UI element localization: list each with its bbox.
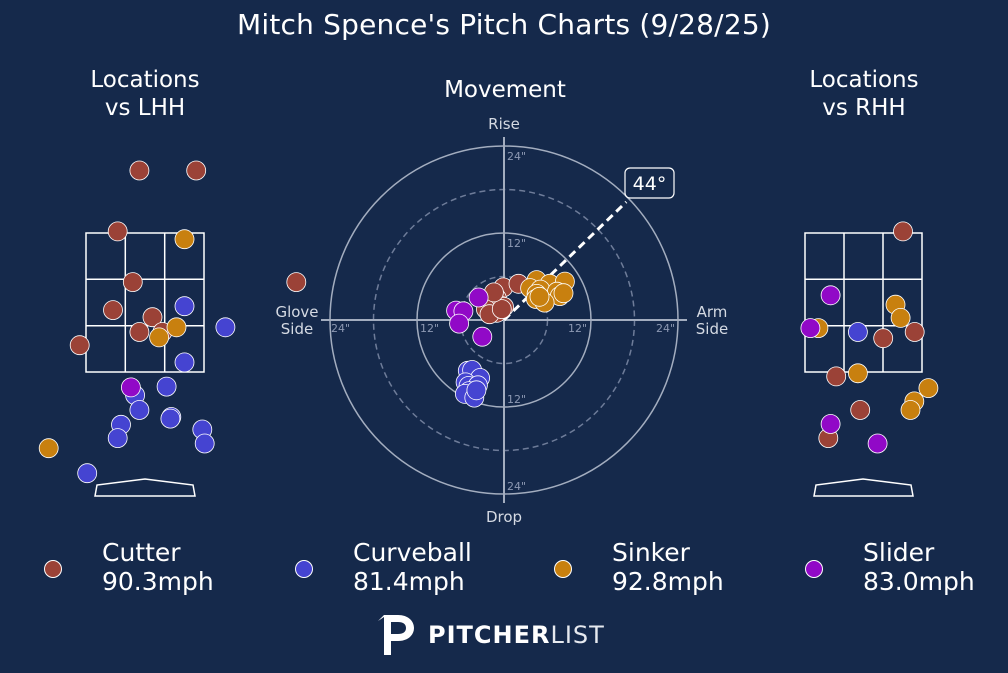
lhh-title-line1: Locations [90, 67, 200, 93]
pitcherlist-logo: PITCHERLIST [376, 613, 636, 657]
lhh-point-curveball-0 [174, 296, 195, 317]
lhh-point-curveball-7 [160, 408, 181, 429]
axis-label-glove: Glove [275, 303, 318, 321]
ring-label-left-24: 24" [331, 322, 350, 335]
movement-panel-title: Movement [444, 77, 566, 103]
pitcherlist-logo-wordmark: PITCHERLIST [428, 621, 605, 649]
movement-point-slider-0 [468, 287, 489, 308]
ring-label-bottom-12: 12" [507, 393, 526, 406]
pitch-points [38, 160, 939, 484]
rhh-point-sinker-4 [918, 378, 939, 399]
axis-label-glove-side: Side [281, 320, 313, 338]
rhh-point-sinker-3 [848, 363, 868, 384]
rhh-point-sinker-1 [890, 307, 911, 328]
lhh-point-cutter-0 [129, 160, 150, 181]
rhh-point-cutter-3 [826, 366, 847, 387]
legend-text-slider: Slider 83.0mph [863, 538, 975, 596]
rhh-point-cutter-1 [904, 322, 925, 342]
rhh-point-cutter-4 [850, 400, 871, 420]
lhh-point-slider-0 [120, 377, 141, 398]
lhh-title-line2: vs LHH [104, 95, 186, 121]
ring-label-right-12: 12" [568, 322, 587, 335]
rhh-point-cutter-2 [873, 328, 894, 349]
rhh-point-slider-2 [820, 414, 841, 434]
rhh-point-curveball-0 [848, 322, 868, 342]
legend-dot-cutter [44, 560, 62, 578]
lhh-point-curveball-11 [194, 433, 215, 454]
rhh-point-slider-0 [820, 285, 841, 306]
rhh-point-sinker-6 [900, 400, 921, 420]
legend-dot-sinker [554, 560, 572, 578]
lhh-point-curveball-12 [77, 463, 98, 484]
legend-text-cutter: Cutter 90.3mph [102, 538, 214, 596]
legend-text-curveball: Curveball 81.4mph [353, 538, 472, 596]
lhh-point-cutter-5 [103, 300, 123, 321]
chart-title: Mitch Spence's Pitch Charts (9/28/25) [237, 8, 771, 41]
rhh-point-cutter-0 [893, 221, 913, 242]
lhh-point-curveball-5 [129, 400, 150, 420]
rhh-title-line1: Locations [809, 67, 919, 93]
lhh-point-sinker-1 [166, 317, 187, 338]
ring-label-left-12: 12" [420, 322, 439, 335]
legend-speed-sinker: 92.8mph [612, 567, 724, 596]
ring-label-top-12: 12" [507, 237, 526, 250]
pitcherlist-logo-icon [378, 615, 414, 655]
lhh-point-curveball-2 [174, 352, 195, 373]
rhh-title-line2: vs RHH [822, 95, 906, 121]
lhh-panel-title: Locations vs LHH [45, 66, 245, 122]
movement-ring-labels: 24" 12" 12" 24" 24" 12" 12" 24" [331, 150, 675, 493]
ring-label-right-24: 24" [656, 322, 675, 335]
legend-dot-slider [805, 560, 823, 578]
movement-point-curveball-9 [466, 380, 487, 401]
lhh-point-curveball-1 [215, 317, 236, 338]
lhh-point-cutter-7 [129, 322, 150, 342]
legend-dot-curveball [295, 560, 313, 578]
rhh-point-slider-1 [800, 318, 821, 339]
movement-point-sinker-11 [529, 286, 550, 307]
lhh-point-sinker-3 [38, 438, 59, 459]
lhh-point-curveball-10 [107, 428, 128, 449]
axis-label-rise: Rise [488, 115, 520, 133]
legend-pitch-cutter: Cutter [102, 538, 181, 567]
arm-angle-line [502, 200, 628, 322]
lhh-point-curveball-3 [156, 376, 177, 397]
legend-pitch-sinker: Sinker [612, 538, 690, 567]
lhh-point-cutter-1 [186, 160, 207, 181]
lhh-point-cutter-4 [286, 272, 307, 293]
rhh-panel-title: Locations vs RHH [764, 66, 964, 122]
lhh-point-cutter-3 [122, 272, 143, 293]
axis-label-drop: Drop [486, 508, 522, 526]
lhh-home-plate [94, 478, 196, 497]
legend-pitch-curveball: Curveball [353, 538, 472, 567]
movement-point-sinker-10 [553, 283, 574, 304]
ring-label-top-24: 24" [507, 150, 526, 163]
ring-label-bottom-24: 24" [507, 480, 526, 493]
lhh-point-cutter-9 [69, 335, 90, 356]
movement-point-cutter-11 [491, 299, 512, 320]
arm-angle-callout: 44° [624, 167, 675, 199]
movement-axis-labels: Rise Drop Glove Side Arm Side [275, 115, 728, 526]
lhh-point-cutter-6 [142, 307, 163, 328]
lhh-point-sinker-0 [174, 229, 195, 250]
arm-angle-label: 44° [633, 173, 667, 195]
movement-point-slider-3 [449, 313, 470, 334]
rhh-point-slider-3 [867, 433, 888, 454]
lhh-point-cutter-2 [107, 221, 128, 242]
legend-text-sinker: Sinker 92.8mph [612, 538, 724, 596]
lhh-point-sinker-2 [149, 327, 170, 348]
legend-speed-cutter: 90.3mph [102, 567, 214, 596]
rhh-home-plate [813, 478, 914, 497]
legend-speed-slider: 83.0mph [863, 567, 975, 596]
axis-label-arm: Arm [697, 303, 728, 321]
axis-label-arm-side: Side [696, 320, 728, 338]
movement-point-slider-4 [472, 326, 493, 347]
legend-speed-curveball: 81.4mph [353, 567, 465, 596]
legend-pitch-slider: Slider [863, 538, 935, 567]
